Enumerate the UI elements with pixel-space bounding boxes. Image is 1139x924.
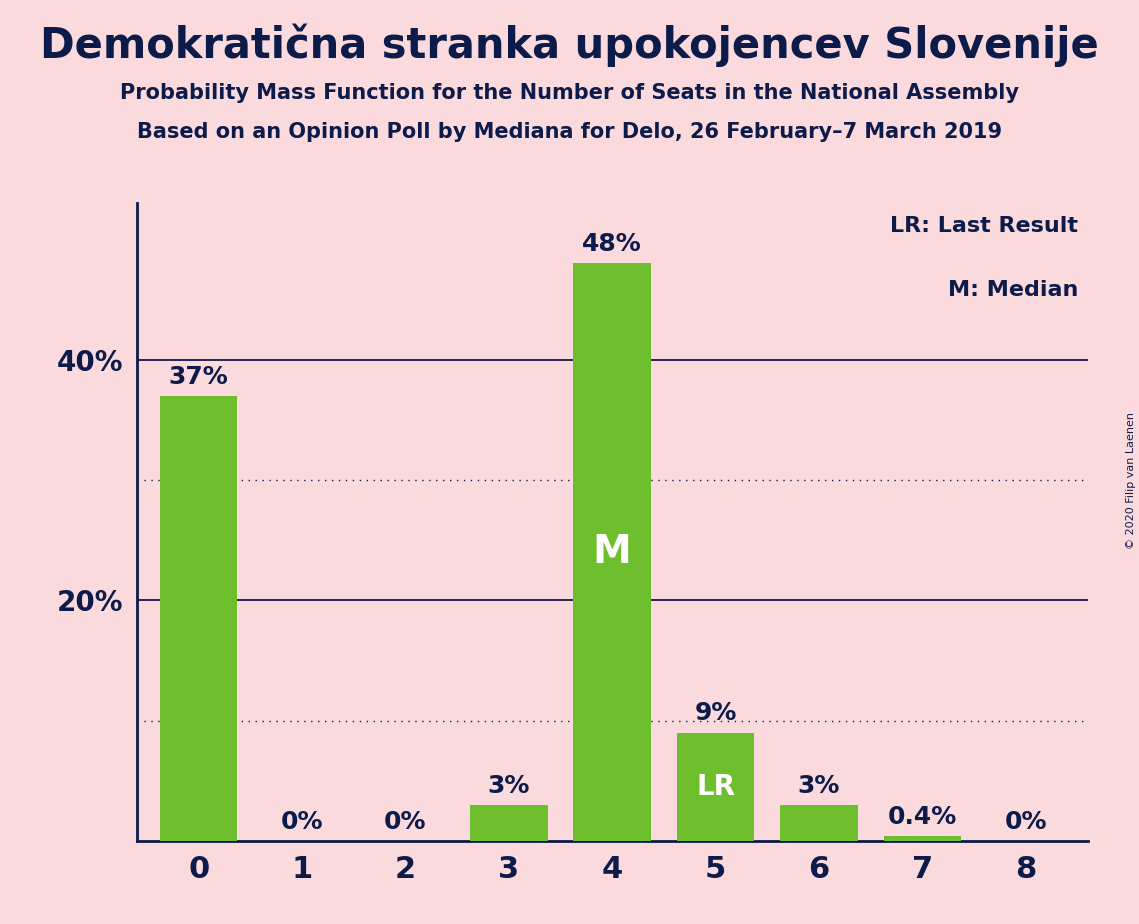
Bar xyxy=(159,395,237,841)
Text: M: Median: M: Median xyxy=(948,280,1079,299)
Text: 9%: 9% xyxy=(695,701,737,725)
Text: © 2020 Filip van Laenen: © 2020 Filip van Laenen xyxy=(1126,412,1136,549)
Bar xyxy=(470,805,548,841)
Text: 37%: 37% xyxy=(169,365,229,388)
Text: Based on an Opinion Poll by Mediana for Delo, 26 February–7 March 2019: Based on an Opinion Poll by Mediana for … xyxy=(137,122,1002,142)
Text: LR: Last Result: LR: Last Result xyxy=(891,216,1079,236)
Text: Probability Mass Function for the Number of Seats in the National Assembly: Probability Mass Function for the Number… xyxy=(120,83,1019,103)
Bar xyxy=(677,733,754,841)
Bar xyxy=(780,805,858,841)
Bar xyxy=(884,836,961,841)
Bar xyxy=(573,263,652,841)
Text: Demokratična stranka upokojencev Slovenije: Demokratična stranka upokojencev Sloveni… xyxy=(40,23,1099,67)
Text: 0%: 0% xyxy=(1005,809,1047,833)
Text: M: M xyxy=(592,533,632,571)
Text: 3%: 3% xyxy=(797,773,841,797)
Text: 0%: 0% xyxy=(384,809,427,833)
Text: LR: LR xyxy=(696,772,735,801)
Text: 0%: 0% xyxy=(281,809,323,833)
Text: 3%: 3% xyxy=(487,773,530,797)
Text: 48%: 48% xyxy=(582,232,642,256)
Text: 0.4%: 0.4% xyxy=(887,805,957,829)
